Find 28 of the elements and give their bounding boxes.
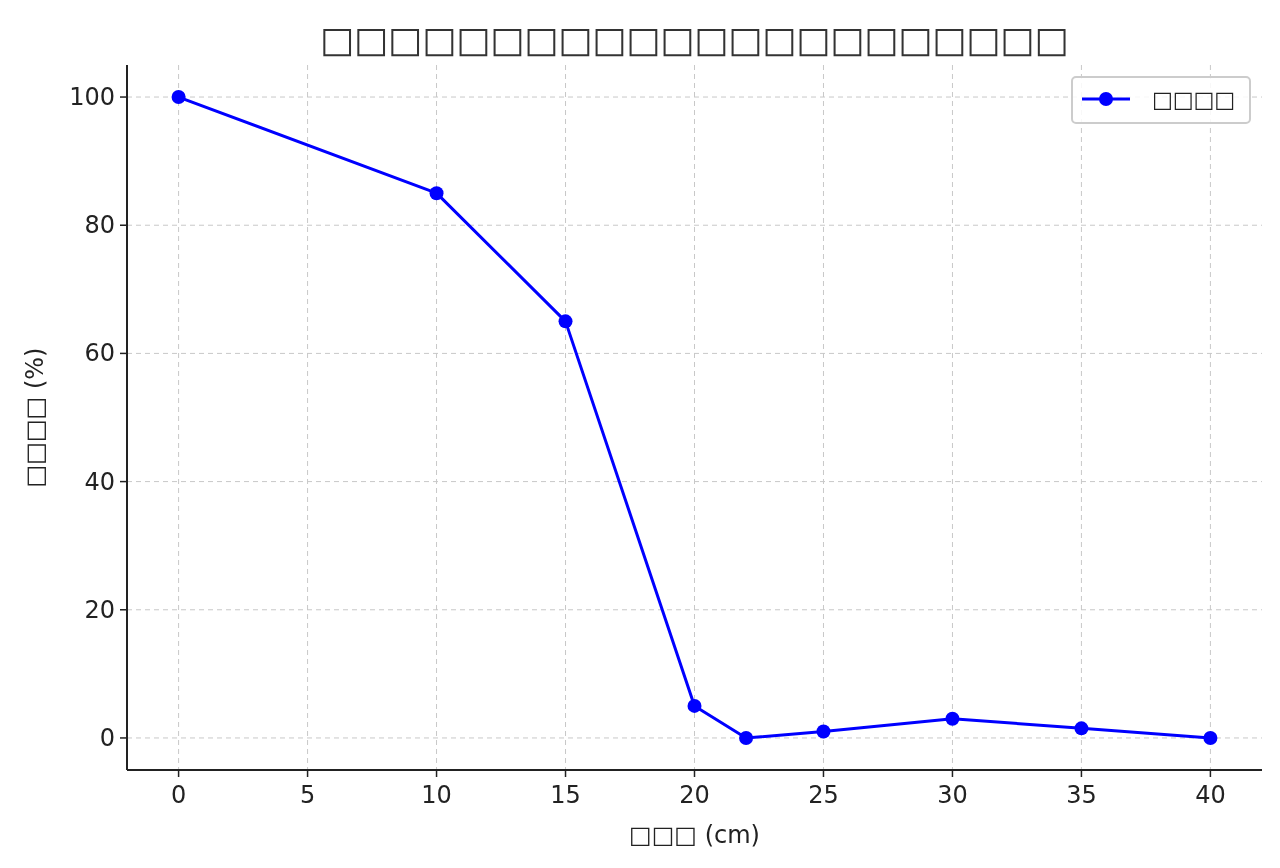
legend-label: □□□□ (1152, 87, 1236, 112)
point (687, 698, 702, 713)
x-axis-title: □□□ (cm) (629, 821, 760, 849)
x-tick-label: 25 (808, 781, 839, 809)
y-tick-label: 40 (84, 467, 115, 496)
point (1203, 730, 1218, 745)
x-tick-label: 5 (299, 781, 316, 809)
y-tick-label: 80 (84, 211, 115, 240)
y-tick-label: 60 (84, 339, 115, 368)
point (1074, 721, 1089, 736)
x-tick-label: 10 (421, 781, 452, 809)
point (429, 186, 444, 201)
point (171, 90, 186, 105)
x-tick-label: 40 (1195, 781, 1226, 809)
x-tick-label: 35 (1066, 781, 1097, 809)
y-tick-label: 0 (99, 723, 115, 752)
point (558, 314, 573, 329)
y-tick-label: 100 (69, 83, 115, 112)
y-axis-title: □□□□ (%) (21, 347, 49, 488)
x-tick-label: 15 (550, 781, 581, 809)
chart-title: □□□□□□□□□□□□□□□□□□□□□□ (320, 19, 1069, 60)
x-tick-label: 0 (170, 781, 187, 809)
point (816, 724, 831, 739)
y-tick-label: 20 (84, 595, 115, 624)
point (739, 730, 754, 745)
point (945, 711, 960, 726)
x-tick-label: 20 (679, 781, 710, 809)
x-tick-label: 30 (937, 781, 968, 809)
